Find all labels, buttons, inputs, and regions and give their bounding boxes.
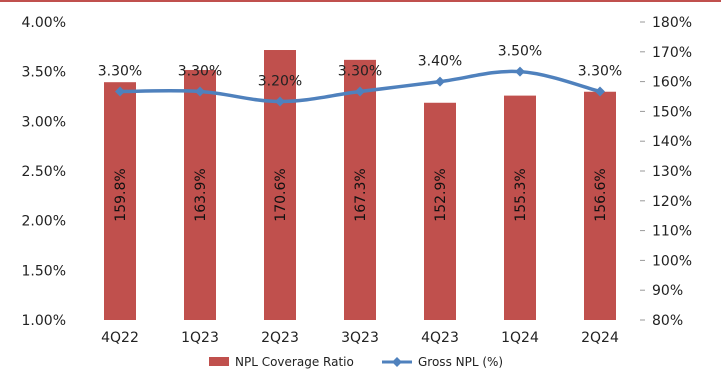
bar-data-label: 167.3% xyxy=(353,168,369,221)
line-marker xyxy=(595,86,605,97)
left-tick-label: 1.50% xyxy=(22,263,66,279)
legend-swatch-marker xyxy=(392,357,402,367)
bar xyxy=(424,102,456,321)
bar-data-label: 155.3% xyxy=(513,168,529,221)
right-tick-label: 170% xyxy=(652,45,692,61)
bar-data-label: 152.9% xyxy=(433,168,449,221)
left-tick-label: 3.00% xyxy=(22,114,66,130)
legend-label-bar: NPL Coverage Ratio xyxy=(235,355,354,369)
left-axis: 1.00% 1.50% 2.00% 2.50% 3.00% 3.50% 4.00% xyxy=(22,15,66,329)
line-marker xyxy=(275,96,285,107)
bar-data-label: 156.6% xyxy=(593,168,609,221)
bar-data-label: 159.8% xyxy=(113,168,129,221)
line-marker xyxy=(435,76,445,87)
category-label: 3Q23 xyxy=(341,330,379,346)
bar xyxy=(584,91,616,321)
line-marker xyxy=(355,86,365,97)
category-label: 2Q24 xyxy=(581,330,619,346)
left-tick-label: 3.50% xyxy=(22,65,66,81)
category-label: 2Q23 xyxy=(261,330,299,346)
bar xyxy=(184,69,216,320)
bar-data-label: 163.9% xyxy=(193,168,209,221)
category-axis: 4Q22 1Q23 2Q23 3Q23 4Q23 1Q24 2Q24 xyxy=(101,330,619,346)
left-tick-label: 2.50% xyxy=(22,164,66,180)
bar-labels: 159.8% 163.9% 170.6% 167.3% 152.9% 155.3% 156.… xyxy=(113,168,609,221)
line-marker xyxy=(115,86,125,97)
bar xyxy=(504,95,536,320)
line-data-label: 3.30% xyxy=(178,64,222,80)
right-tick-label: 90% xyxy=(652,283,683,299)
line-series xyxy=(115,66,605,107)
line-labels: 3.30% 3.30% 3.20% 3.30% 3.40% 3.50% 3.30% xyxy=(98,44,622,90)
left-tick-label: 2.00% xyxy=(22,214,66,230)
bar-series xyxy=(104,50,616,321)
legend: NPL Coverage Ratio Gross NPL (%) xyxy=(209,355,503,369)
line-data-label: 3.50% xyxy=(498,44,542,60)
legend-swatch-bar xyxy=(209,357,229,366)
legend-label-line: Gross NPL (%) xyxy=(418,355,503,369)
right-tick-label: 110% xyxy=(652,224,692,240)
right-tick-label: 140% xyxy=(652,134,692,150)
line-data-label: 3.20% xyxy=(258,73,302,89)
right-tick-label: 150% xyxy=(652,104,692,120)
line-marker xyxy=(195,86,205,97)
left-tick-label: 1.00% xyxy=(22,313,66,329)
right-tick-label: 100% xyxy=(652,253,692,269)
category-label: 1Q24 xyxy=(501,330,539,346)
right-tick-label: 180% xyxy=(652,15,692,31)
right-tick-label: 160% xyxy=(652,75,692,91)
line-marker xyxy=(515,66,525,77)
right-axis: 80% 90% 100% 110% 120% 130% 140% 150% 160% 170% 18… xyxy=(640,15,692,329)
right-tick-label: 130% xyxy=(652,164,692,180)
line-data-label: 3.40% xyxy=(418,54,462,70)
right-tick-label: 80% xyxy=(652,313,683,329)
category-label: 1Q23 xyxy=(181,330,219,346)
bar xyxy=(104,82,136,320)
line-data-label: 3.30% xyxy=(338,64,382,80)
bar-data-label: 170.6% xyxy=(273,168,289,221)
right-tick-label: 120% xyxy=(652,194,692,210)
bar xyxy=(344,59,376,320)
bar xyxy=(264,50,296,321)
line-data-label: 3.30% xyxy=(98,64,142,80)
category-label: 4Q22 xyxy=(101,330,139,346)
line-data-label: 3.30% xyxy=(578,64,622,80)
category-label: 4Q23 xyxy=(421,330,459,346)
left-tick-label: 4.00% xyxy=(22,15,66,31)
